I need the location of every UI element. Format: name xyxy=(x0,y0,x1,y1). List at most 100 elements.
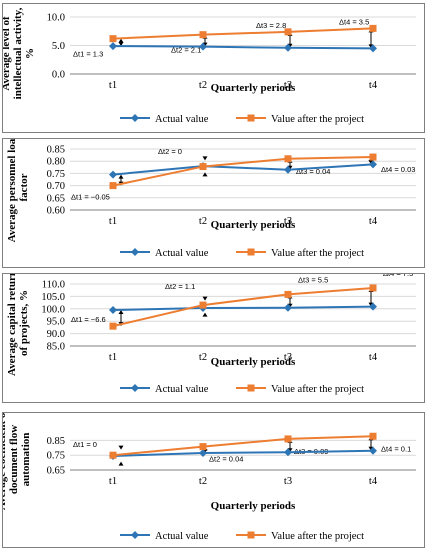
arrow-head-up xyxy=(202,172,208,177)
data-point-project xyxy=(369,284,377,292)
legend-label-project: Value after the project xyxy=(271,384,364,395)
difference-annotation: Δt1 = 0 xyxy=(73,440,97,449)
y-tick-label: 0.85 xyxy=(47,145,65,156)
x-tick-label: t3 xyxy=(284,80,292,91)
data-point-project xyxy=(284,435,292,443)
y-axis-title: Average level ofintellectual activity,% xyxy=(3,7,36,99)
y-tick-label: 5.0 xyxy=(52,41,65,52)
arrow-head-down xyxy=(202,296,208,301)
data-point-actual xyxy=(199,448,207,457)
chart-svg: 0.0 5.0 10.0 t1 t2 t3 t4 Quarterly periods Avera… xyxy=(3,7,416,125)
x-tick-label: t4 xyxy=(369,80,378,91)
series-line-project xyxy=(112,27,374,40)
arrow-head-up xyxy=(118,174,124,179)
legend-marker-actual xyxy=(131,531,139,539)
data-point-project xyxy=(284,28,292,36)
legend: Actual value Value after the project xyxy=(120,114,364,125)
data-point-actual xyxy=(284,448,292,457)
data-point-project xyxy=(369,24,377,32)
difference-annotation: Δt4 = 0.1 xyxy=(381,444,411,453)
data-point-actual xyxy=(109,306,117,315)
series-line-project xyxy=(112,156,374,187)
y-tick-label: 100.0 xyxy=(41,304,65,315)
x-tick-label: t1 xyxy=(109,476,117,487)
chart-svg: 0.65 0.75 0.85 t1 t2 t3 t4 Quarterly periods Ave… xyxy=(3,413,416,542)
data-point-project xyxy=(109,451,117,459)
difference-annotation: Δt2 = 0 xyxy=(158,147,182,156)
x-tick-label: t3 xyxy=(284,352,292,363)
y-tick-label: 95.0 xyxy=(47,317,65,328)
legend-marker-project xyxy=(247,248,255,256)
series-line-project xyxy=(112,286,374,328)
legend-marker-project xyxy=(247,114,255,122)
y-tick-label: 0.70 xyxy=(47,181,65,192)
legend-label-actual: Actual value xyxy=(155,114,209,125)
legend-marker-actual xyxy=(131,114,139,122)
x-tick-label: t4 xyxy=(369,216,378,227)
x-axis-title: Quarterly periods xyxy=(211,219,296,231)
y-tick-label: 0.75 xyxy=(47,451,65,462)
data-point-project xyxy=(369,153,377,161)
x-axis-title: Quarterly periods xyxy=(211,82,296,94)
x-tick-label: t2 xyxy=(199,476,207,487)
difference-annotation: Δt2 = 0.04 xyxy=(209,455,243,464)
difference-annotation: Δt1 = −6.6 xyxy=(71,315,106,324)
y-tick-label: 0.65 xyxy=(47,466,65,477)
data-point-project xyxy=(199,301,207,309)
difference-annotation: Δt2 = 2.1 xyxy=(171,46,201,55)
x-tick-label: t1 xyxy=(109,352,117,363)
chart-panel-personnel-load: 0.60 0.65 0.70 0.75 0.80 0.85 t1 t2 t3 t4 Quarterl… xyxy=(2,138,425,268)
legend-label-project: Value after the project xyxy=(271,114,364,125)
difference-annotation: Δt4 = 0.03 xyxy=(381,165,415,174)
data-point-actual xyxy=(109,42,117,51)
y-tick-label: 90.0 xyxy=(47,329,65,340)
chart-panel-document-flow: 0.65 0.75 0.85 t1 t2 t3 t4 Quarterly periods Ave… xyxy=(2,412,425,548)
difference-annotation: Δt4 = 3.5 xyxy=(339,17,369,26)
difference-annotation: Δt3 = 2.8 xyxy=(256,21,286,30)
difference-arrow xyxy=(118,38,124,47)
data-point-actual xyxy=(199,42,207,51)
legend-label-actual: Actual value xyxy=(155,248,209,259)
y-axis-title: Average personnel loadfactor xyxy=(6,139,30,242)
data-point-project xyxy=(284,155,292,163)
x-tick-label: t4 xyxy=(369,352,378,363)
legend-marker-project xyxy=(247,531,255,539)
legend: Actual value Value after the project xyxy=(120,384,364,395)
y-tick-label: 0.75 xyxy=(47,169,65,180)
chart-panel-capital-return: 85.0 90.0 95.0 100.0 105.0 110.0 t1 t2 t3 t4 Quart… xyxy=(2,273,425,403)
arrow-head-down xyxy=(118,445,124,450)
x-tick-label: t2 xyxy=(199,352,207,363)
difference-annotation: Δt3 = 0.04 xyxy=(296,167,330,176)
data-point-actual xyxy=(109,170,117,179)
y-tick-label: 0.85 xyxy=(47,436,65,447)
y-tick-label: 0.0 xyxy=(52,70,65,81)
data-point-project xyxy=(109,182,117,190)
data-point-actual xyxy=(369,160,377,169)
difference-annotation: Δt2 = 1.1 xyxy=(165,282,195,291)
y-axis-title: Average coefficient ofdocument flowautom… xyxy=(3,413,32,510)
data-point-actual xyxy=(369,446,377,455)
legend-label-actual: Actual value xyxy=(155,531,209,542)
x-tick-label: t3 xyxy=(284,476,292,487)
series-line-actual xyxy=(112,305,374,312)
x-tick-label: t1 xyxy=(109,80,117,91)
data-point-project xyxy=(199,163,207,171)
series-line-actual xyxy=(112,163,374,176)
series-line-project xyxy=(112,435,374,457)
series-line-actual xyxy=(112,45,374,50)
data-point-actual xyxy=(369,44,377,53)
legend-label-project: Value after the project xyxy=(271,248,364,259)
arrow-head-up xyxy=(202,312,208,317)
x-axis-title: Quarterly periods xyxy=(211,356,296,368)
data-point-project xyxy=(199,31,207,39)
arrow-head-down xyxy=(202,156,208,161)
y-tick-label: 85.0 xyxy=(47,342,65,353)
data-point-actual xyxy=(284,43,292,52)
y-tick-label: 105.0 xyxy=(41,292,65,303)
chart-svg: 0.60 0.650.700.750.800.85 t1 t2 t3 t4 Quarterl… xyxy=(6,139,416,259)
legend: Actual value Value after the project xyxy=(120,531,364,542)
data-point-project xyxy=(199,443,207,451)
data-point-project xyxy=(109,322,117,330)
arrow-head-up xyxy=(118,310,124,315)
